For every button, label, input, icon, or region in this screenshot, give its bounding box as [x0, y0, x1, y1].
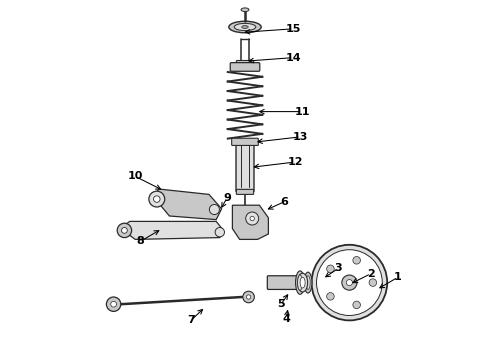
- Circle shape: [317, 250, 382, 315]
- Circle shape: [117, 223, 132, 238]
- FancyBboxPatch shape: [236, 144, 254, 192]
- Text: 13: 13: [293, 132, 309, 142]
- Circle shape: [245, 212, 259, 225]
- Circle shape: [215, 228, 224, 237]
- Ellipse shape: [304, 272, 312, 293]
- Polygon shape: [232, 205, 269, 239]
- Circle shape: [312, 245, 387, 320]
- Text: 3: 3: [335, 263, 343, 273]
- FancyBboxPatch shape: [268, 276, 302, 289]
- Circle shape: [353, 301, 361, 309]
- Text: 1: 1: [394, 272, 402, 282]
- Ellipse shape: [297, 275, 302, 290]
- Circle shape: [342, 275, 357, 290]
- Text: 12: 12: [288, 157, 303, 167]
- Text: 5: 5: [277, 299, 285, 309]
- Text: 8: 8: [137, 236, 145, 246]
- FancyBboxPatch shape: [230, 63, 260, 71]
- FancyBboxPatch shape: [236, 60, 254, 67]
- Text: 14: 14: [286, 53, 301, 63]
- Ellipse shape: [241, 8, 249, 12]
- Circle shape: [246, 295, 251, 299]
- FancyBboxPatch shape: [232, 138, 258, 145]
- Circle shape: [122, 228, 127, 233]
- FancyBboxPatch shape: [236, 189, 254, 194]
- Circle shape: [250, 216, 254, 221]
- Circle shape: [327, 265, 334, 273]
- Ellipse shape: [295, 271, 305, 294]
- Ellipse shape: [234, 23, 256, 31]
- Text: 9: 9: [223, 193, 231, 203]
- Circle shape: [346, 280, 352, 285]
- Text: 10: 10: [127, 171, 143, 181]
- Circle shape: [153, 196, 160, 202]
- Ellipse shape: [242, 26, 248, 28]
- Polygon shape: [121, 221, 223, 239]
- Circle shape: [369, 279, 377, 287]
- Circle shape: [327, 293, 334, 300]
- Circle shape: [106, 297, 121, 311]
- Circle shape: [149, 191, 165, 207]
- Circle shape: [353, 257, 361, 264]
- Circle shape: [243, 291, 254, 303]
- Text: 4: 4: [282, 314, 291, 324]
- Text: 6: 6: [281, 197, 289, 207]
- Ellipse shape: [297, 273, 308, 292]
- Circle shape: [209, 204, 220, 215]
- Polygon shape: [153, 189, 221, 220]
- Text: 2: 2: [367, 269, 375, 279]
- Text: 11: 11: [295, 107, 310, 117]
- Ellipse shape: [306, 276, 310, 289]
- Ellipse shape: [229, 21, 261, 33]
- Circle shape: [111, 301, 117, 307]
- Text: 15: 15: [286, 24, 301, 34]
- Text: 7: 7: [187, 315, 195, 325]
- Ellipse shape: [300, 277, 305, 288]
